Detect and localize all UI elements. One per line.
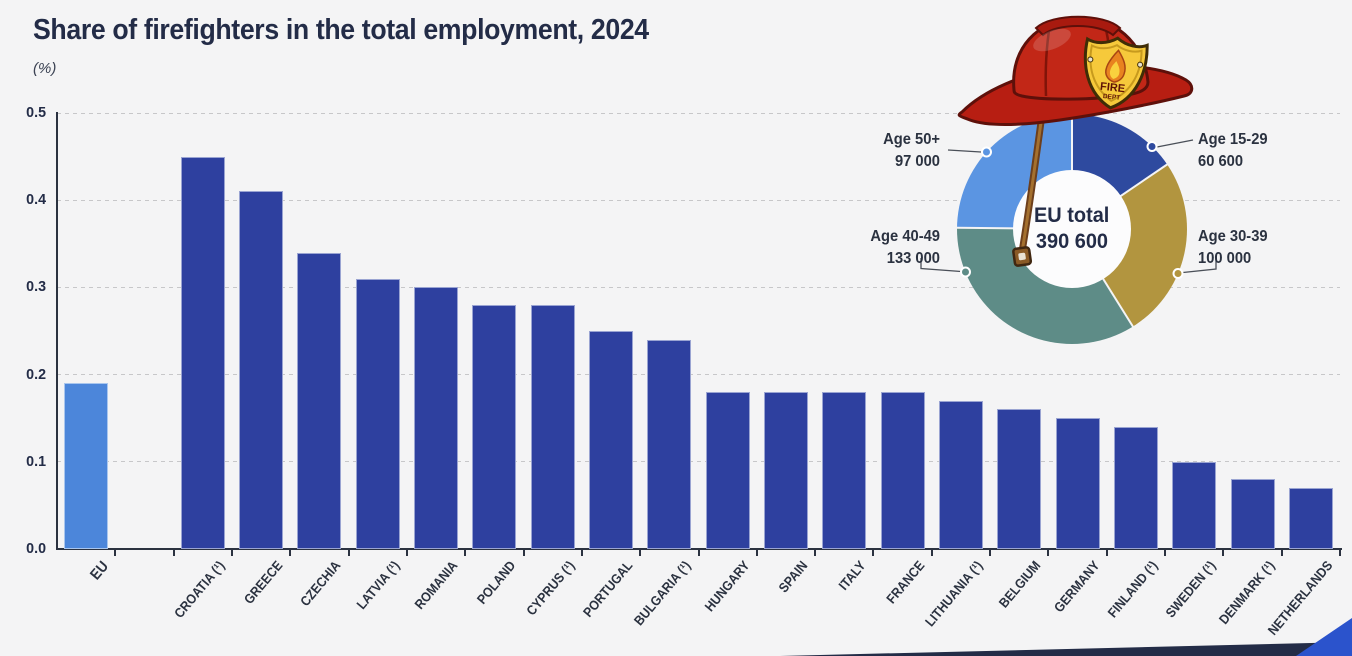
y-tick-label: 0.2	[26, 365, 46, 383]
bar-spain	[763, 392, 808, 549]
x-axis-tick	[1105, 549, 1108, 556]
bar-eu	[64, 383, 109, 549]
donut-label-title: Age 15-29	[1198, 131, 1268, 148]
x-axis-tick	[1280, 549, 1283, 556]
donut-marker-age-30-39	[1172, 268, 1184, 279]
donut-label-value: 97 000	[894, 153, 940, 170]
donut-marker-age-15-29	[1146, 141, 1158, 152]
donut-label-title: Age 40-49	[870, 228, 940, 245]
gridline	[57, 112, 1340, 114]
x-axis-tick	[989, 549, 992, 556]
badge-text-dept: DEPT	[1103, 93, 1121, 102]
x-axis-tick	[347, 549, 350, 556]
x-axis-tick	[755, 549, 758, 556]
y-tick-label: 0.4	[26, 191, 46, 209]
bar-poland	[472, 304, 517, 549]
helmet-badge: FIRE DEPT	[1083, 36, 1149, 110]
callout-line-age-50plus	[947, 149, 982, 153]
y-tick-label: 0.3	[26, 278, 46, 296]
x-axis-tick	[1222, 549, 1225, 556]
gridline	[57, 199, 1340, 201]
x-axis-tick	[289, 549, 292, 556]
x-axis-tick	[114, 549, 117, 556]
helmet-top-ridge	[1034, 15, 1122, 37]
bar-latvia	[355, 278, 400, 549]
helmet-strap-buckle	[1012, 246, 1033, 267]
bar-germany	[1055, 418, 1100, 549]
x-axis-tick	[405, 549, 408, 556]
bar-finland	[1113, 426, 1158, 549]
bar-portugal	[589, 331, 634, 549]
x-axis-tick	[697, 549, 700, 556]
y-tick-label: 0.0	[26, 540, 46, 557]
bar-netherlands	[1288, 487, 1333, 549]
donut-marker-age-40-49	[960, 266, 971, 278]
bar-cyprus	[530, 304, 575, 549]
x-axis-tick	[872, 549, 875, 556]
x-axis-tick	[639, 549, 642, 556]
bar-france	[880, 392, 925, 549]
bar-bulgaria	[647, 339, 692, 549]
callout-line-age-30-39	[1182, 258, 1217, 274]
x-axis-tick	[1164, 549, 1167, 556]
x-axis-tick	[814, 549, 817, 556]
callout-line-age-15-29	[1156, 139, 1194, 148]
bar-sweden	[1172, 461, 1217, 549]
y-tick-label: 0.1	[26, 452, 46, 470]
gridline	[57, 374, 1340, 376]
donut-marker-age-50plus	[981, 146, 992, 158]
corner-accent-triangle	[1296, 618, 1352, 656]
x-axis-tick	[522, 549, 525, 556]
donut-label-value: 60 600	[1198, 153, 1244, 170]
x-axis-tick	[580, 549, 583, 556]
donut-label-value: 100 000	[1198, 250, 1252, 267]
y-tick-label: 0.5	[26, 104, 46, 121]
x-axis-tick	[1339, 549, 1341, 556]
bar-greece	[239, 191, 284, 549]
donut-label-value: 133 000	[886, 250, 940, 267]
callout-line-age-40-49	[920, 258, 962, 273]
x-axis-tick	[464, 549, 467, 556]
bar-denmark	[1230, 479, 1275, 549]
donut-label-age-40-49: Age 40-49 133 000	[812, 226, 940, 270]
donut-center-value: 390 600	[1035, 230, 1109, 253]
bar-romania	[414, 287, 459, 549]
gridline	[57, 461, 1340, 463]
bar-hungary	[705, 392, 750, 549]
x-axis-tick	[172, 549, 175, 556]
donut-label-age-50plus: Age 50+ 97 000	[812, 129, 940, 173]
bar-italy	[822, 392, 867, 549]
y-axis-line	[56, 112, 58, 550]
donut-label-age-15-29: Age 15-29 60 600	[1198, 129, 1271, 173]
unit-label: (%)	[33, 60, 57, 77]
bar-croatia	[180, 156, 225, 549]
helmet-highlight	[1033, 28, 1071, 52]
donut-label-title: Age 50+	[883, 131, 940, 148]
badge-text-fire: FIRE	[1099, 81, 1125, 96]
bar-lithuania	[938, 400, 983, 549]
x-axis-tick	[1047, 549, 1050, 556]
bar-belgium	[997, 409, 1042, 549]
firefighter-helmet-illustration: FIRE DEPT	[957, 15, 1194, 267]
bar-czechia	[297, 252, 342, 549]
donut-label-age-30-39: Age 30-39 100 000	[1198, 226, 1271, 270]
x-axis-tick	[930, 549, 933, 556]
page-title: Share of firefighters in the total emplo…	[33, 14, 649, 46]
donut-center-title: EU total	[1034, 204, 1110, 227]
donut-label-title: Age 30-39	[1198, 228, 1268, 245]
gridline	[57, 286, 1340, 288]
x-axis-tick	[230, 549, 233, 556]
